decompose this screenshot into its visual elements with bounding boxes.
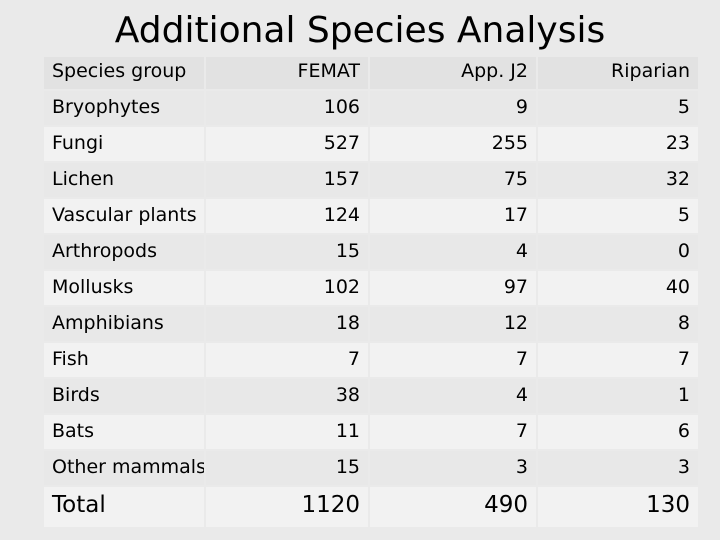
- app-j2-cell: 7: [370, 415, 536, 449]
- femat-cell: 18: [206, 307, 368, 341]
- app-j2-cell: 17: [370, 199, 536, 233]
- riparian-cell: 0: [538, 235, 698, 269]
- app-j2-cell: 12: [370, 307, 536, 341]
- riparian-cell: 3: [538, 451, 698, 485]
- total-app-j2: 490: [370, 487, 536, 527]
- riparian-cell: 32: [538, 163, 698, 197]
- riparian-cell: 1: [538, 379, 698, 413]
- species-group-cell: Fish: [44, 343, 204, 377]
- app-j2-cell: 97: [370, 271, 536, 305]
- table-row: Bats 11 7 6: [44, 415, 698, 449]
- femat-cell: 527: [206, 127, 368, 161]
- femat-cell: 11: [206, 415, 368, 449]
- table-row: Vascular plants 124 17 5: [44, 199, 698, 233]
- table-row: Birds 38 4 1: [44, 379, 698, 413]
- riparian-cell: 40: [538, 271, 698, 305]
- app-j2-cell: 3: [370, 451, 536, 485]
- total-femat: 1120: [206, 487, 368, 527]
- femat-cell: 15: [206, 451, 368, 485]
- page-title: Additional Species Analysis: [114, 10, 606, 51]
- species-group-cell: Birds: [44, 379, 204, 413]
- species-group-cell: Lichen: [44, 163, 204, 197]
- app-j2-cell: 4: [370, 379, 536, 413]
- header-femat: FEMAT: [206, 57, 368, 89]
- total-row: Total 1120 490 130: [44, 487, 698, 527]
- app-j2-cell: 9: [370, 91, 536, 125]
- table-row: Arthropods 15 4 0: [44, 235, 698, 269]
- header-species-group: Species group: [44, 57, 204, 89]
- riparian-cell: 6: [538, 415, 698, 449]
- femat-cell: 157: [206, 163, 368, 197]
- femat-cell: 102: [206, 271, 368, 305]
- species-group-cell: Arthropods: [44, 235, 204, 269]
- femat-cell: 106: [206, 91, 368, 125]
- species-group-cell: Mollusks: [44, 271, 204, 305]
- header-app-j2: App. J2: [370, 57, 536, 89]
- table-row: Bryophytes 106 9 5: [44, 91, 698, 125]
- table-header-row: Species group FEMAT App. J2 Riparian: [44, 57, 698, 89]
- species-group-cell: Bats: [44, 415, 204, 449]
- table-row: Fish 7 7 7: [44, 343, 698, 377]
- species-group-cell: Other mammals: [44, 451, 204, 485]
- app-j2-cell: 4: [370, 235, 536, 269]
- table-row: Amphibians 18 12 8: [44, 307, 698, 341]
- riparian-cell: 23: [538, 127, 698, 161]
- app-j2-cell: 7: [370, 343, 536, 377]
- header-riparian: Riparian: [538, 57, 698, 89]
- total-label: Total: [44, 487, 204, 527]
- table-row: Other mammals 15 3 3: [44, 451, 698, 485]
- species-group-cell: Vascular plants: [44, 199, 204, 233]
- femat-cell: 38: [206, 379, 368, 413]
- femat-cell: 15: [206, 235, 368, 269]
- riparian-cell: 8: [538, 307, 698, 341]
- species-group-cell: Bryophytes: [44, 91, 204, 125]
- species-table: Species group FEMAT App. J2 Riparian Bry…: [42, 55, 700, 529]
- app-j2-cell: 255: [370, 127, 536, 161]
- table-row: Lichen 157 75 32: [44, 163, 698, 197]
- species-group-cell: Fungi: [44, 127, 204, 161]
- table-row: Mollusks 102 97 40: [44, 271, 698, 305]
- femat-cell: 124: [206, 199, 368, 233]
- table-row: Fungi 527 255 23: [44, 127, 698, 161]
- femat-cell: 7: [206, 343, 368, 377]
- total-riparian: 130: [538, 487, 698, 527]
- app-j2-cell: 75: [370, 163, 536, 197]
- species-group-cell: Amphibians: [44, 307, 204, 341]
- riparian-cell: 5: [538, 199, 698, 233]
- riparian-cell: 7: [538, 343, 698, 377]
- riparian-cell: 5: [538, 91, 698, 125]
